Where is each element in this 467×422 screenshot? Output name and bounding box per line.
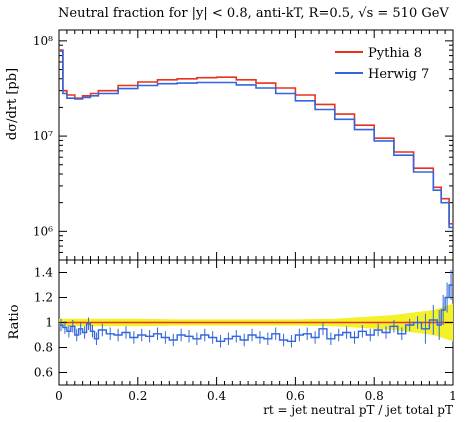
x-tick-label: 0.8 [365, 389, 384, 403]
x-tick-label: 0.2 [128, 389, 147, 403]
ratio-y-tick-label: 1.4 [34, 266, 53, 280]
ratio-panel: 0.6 0.8 1 1.2 1.4 0 0.2 0.4 0.6 0.8 1 Ratio rt = j… [7, 259, 457, 417]
y-tick-label: 10⁶ [33, 224, 53, 238]
y-axis-label: dσ/drt [pb] [5, 68, 20, 140]
legend-label-herwig: Herwig 7 [368, 67, 429, 82]
ratio-y-tick-label: 1.2 [34, 291, 53, 305]
ratio-series-line [59, 284, 453, 342]
ratio-ticks: 0.6 0.8 1 1.2 1.4 0 0.2 0.4 0.6 0.8 1 [34, 260, 457, 403]
x-tick-label: 0.4 [207, 389, 226, 403]
ratio-y-tick-label: 1 [45, 316, 53, 330]
y-tick-label: 10⁷ [33, 129, 53, 143]
legend: Pythia 8 Herwig 7 [335, 46, 429, 82]
y-tick-label: 10⁸ [33, 34, 53, 48]
upper-ticks: 10⁶ 10⁷ 10⁸ [33, 30, 454, 261]
upper-panel: 10⁶ 10⁷ 10⁸ dσ/drt [pb] Pythia 8 Herwig 7 [5, 29, 454, 261]
x-tick-label: 0.6 [286, 389, 305, 403]
series-line-pythia-8 [59, 49, 453, 225]
ratio-y-tick-label: 0.8 [34, 341, 53, 355]
ratio-band [59, 303, 453, 342]
ratio-series [59, 270, 453, 348]
x-axis-label: rt = jet neutral pT / jet total pT [263, 403, 453, 417]
upper-series [59, 49, 453, 229]
x-tick-label: 1 [449, 389, 457, 403]
legend-label-pythia: Pythia 8 [368, 46, 422, 61]
series-line-herwig-7 [59, 50, 453, 229]
x-tick-label: 0 [55, 389, 63, 403]
ratio-axis-label: Ratio [7, 304, 22, 339]
ratio-y-tick-label: 0.6 [34, 366, 53, 380]
chart-title: Neutral fraction for |y| < 0.8, anti-kT,… [58, 6, 449, 21]
